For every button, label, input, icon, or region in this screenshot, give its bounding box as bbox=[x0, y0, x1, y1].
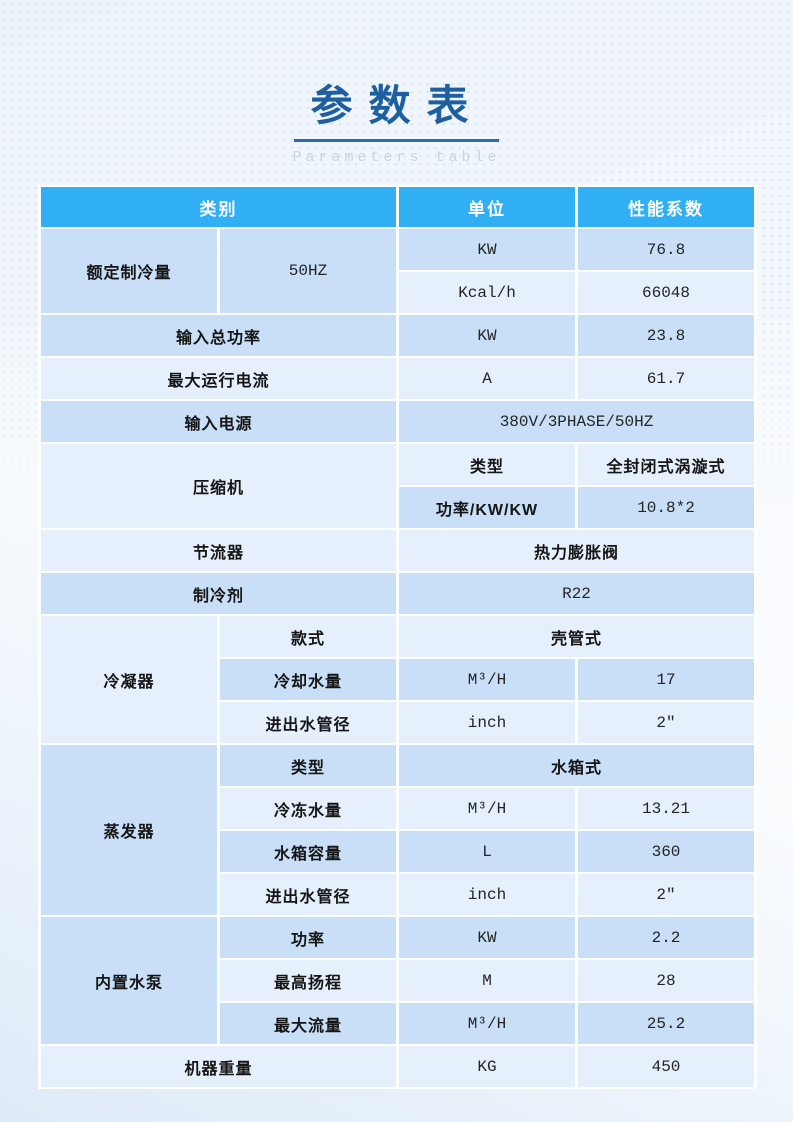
unit-cell: KW bbox=[399, 229, 575, 270]
section-label-cell: 压缩机 bbox=[41, 444, 396, 528]
value-cell: R22 bbox=[399, 573, 754, 614]
unit-cell: inch bbox=[399, 874, 575, 915]
sub-label-cell: 水箱容量 bbox=[220, 831, 396, 872]
value-cell: 2″ bbox=[578, 874, 754, 915]
sub-label-cell: 类型 bbox=[399, 444, 575, 485]
value-cell: 28 bbox=[578, 960, 754, 1001]
table-row: 最大流量 M³/H 25.2 bbox=[41, 1003, 754, 1044]
section-label-cell: 输入电源 bbox=[41, 401, 396, 442]
value-cell: 61.7 bbox=[578, 358, 754, 399]
value-cell: 380V/3PHASE/50HZ bbox=[399, 401, 754, 442]
value-cell: 13.21 bbox=[578, 788, 754, 829]
table-row: 水箱容量 L 360 bbox=[41, 831, 754, 872]
unit-cell: M³/H bbox=[399, 659, 575, 700]
value-cell: 热力膨胀阀 bbox=[399, 530, 754, 571]
value-cell: 23.8 bbox=[578, 315, 754, 356]
section-label-cell: 输入总功率 bbox=[41, 315, 396, 356]
header-unit: 单位 bbox=[399, 187, 575, 227]
sub-label-cell: 款式 bbox=[220, 616, 396, 657]
unit-cell: KG bbox=[399, 1046, 575, 1087]
table-header-row: 类别 单位 性能系数 bbox=[41, 187, 754, 227]
parameters-table-wrap: 类别 单位 性能系数 额定制冷量 50HZ KW 76.8 Kcal/h 660… bbox=[38, 185, 757, 1089]
table-row: 最高扬程 M 28 bbox=[41, 960, 754, 1001]
section-label-cell: 制冷剂 bbox=[41, 573, 396, 614]
value-cell: 25.2 bbox=[578, 1003, 754, 1044]
table-row: 输入电源 380V/3PHASE/50HZ bbox=[41, 401, 754, 442]
table-row: 压缩机 类型 全封闭式涡漩式 bbox=[41, 444, 754, 528]
table-row: 冷凝器 款式 壳管式 bbox=[41, 616, 754, 743]
table-row: Kcal/h 66048 bbox=[41, 272, 754, 313]
unit-cell: L bbox=[399, 831, 575, 872]
table-row: 功率/KW/KW 10.8*2 bbox=[41, 487, 754, 528]
value-cell: 水箱式 bbox=[399, 745, 754, 786]
table-row: 蒸发器 类型 水箱式 bbox=[41, 745, 754, 915]
value-cell: 2″ bbox=[578, 702, 754, 743]
table-row: 最大运行电流 A 61.7 bbox=[41, 358, 754, 399]
sub-label-cell: 进出水管径 bbox=[220, 874, 396, 915]
unit-cell: inch bbox=[399, 702, 575, 743]
value-cell: 360 bbox=[578, 831, 754, 872]
sub-label-cell: 冷却水量 bbox=[220, 659, 396, 700]
sub-label-cell: 50HZ bbox=[220, 229, 396, 313]
table-row: 冷却水量 M³/H 17 bbox=[41, 659, 754, 700]
section-label-cell: 额定制冷量 bbox=[41, 229, 217, 313]
page-title: 参数表 bbox=[294, 72, 499, 142]
table-row: 输入总功率 KW 23.8 bbox=[41, 315, 754, 356]
table-row: 节流器 热力膨胀阀 bbox=[41, 530, 754, 571]
sub-label-cell: 最大流量 bbox=[220, 1003, 396, 1044]
sub-label-cell: 最高扬程 bbox=[220, 960, 396, 1001]
header-category: 类别 bbox=[41, 187, 396, 227]
section-label-cell: 最大运行电流 bbox=[41, 358, 396, 399]
value-cell: 76.8 bbox=[578, 229, 754, 270]
value-cell: 壳管式 bbox=[399, 616, 754, 657]
unit-cell: M bbox=[399, 960, 575, 1001]
table-row: 制冷剂 R22 bbox=[41, 573, 754, 614]
value-cell: 2.2 bbox=[578, 917, 754, 958]
section-label-cell: 蒸发器 bbox=[41, 745, 217, 915]
section-label-cell: 内置水泵 bbox=[41, 917, 217, 1044]
unit-cell: M³/H bbox=[399, 788, 575, 829]
title-block: 参数表 Parameters table bbox=[0, 72, 793, 166]
value-cell: 66048 bbox=[578, 272, 754, 313]
sub-label-cell: 功率 bbox=[220, 917, 396, 958]
table-row: 冷冻水量 M³/H 13.21 bbox=[41, 788, 754, 829]
header-coefficient: 性能系数 bbox=[578, 187, 754, 227]
value-cell: 10.8*2 bbox=[578, 487, 754, 528]
table-row: 进出水管径 inch 2″ bbox=[41, 874, 754, 915]
unit-cell: KW bbox=[399, 315, 575, 356]
sub-label-cell: 冷冻水量 bbox=[220, 788, 396, 829]
section-label-cell: 节流器 bbox=[41, 530, 396, 571]
unit-cell: KW bbox=[399, 917, 575, 958]
value-cell: 全封闭式涡漩式 bbox=[578, 444, 754, 485]
section-label-cell: 机器重量 bbox=[41, 1046, 396, 1087]
unit-cell: M³/H bbox=[399, 1003, 575, 1044]
value-cell: 450 bbox=[578, 1046, 754, 1087]
unit-cell: Kcal/h bbox=[399, 272, 575, 313]
sub-label-cell: 类型 bbox=[220, 745, 396, 786]
section-label-cell: 冷凝器 bbox=[41, 616, 217, 743]
page-subtitle: Parameters table bbox=[292, 149, 501, 166]
table-row: 额定制冷量 50HZ KW 76.8 bbox=[41, 229, 754, 313]
value-cell: 17 bbox=[578, 659, 754, 700]
sub-label-cell: 进出水管径 bbox=[220, 702, 396, 743]
table-row: 机器重量 KG 450 bbox=[41, 1046, 754, 1087]
parameters-table: 类别 单位 性能系数 额定制冷量 50HZ KW 76.8 Kcal/h 660… bbox=[38, 185, 757, 1089]
sub-label-cell: 功率/KW/KW bbox=[399, 487, 575, 528]
table-row: 内置水泵 功率 KW 2.2 bbox=[41, 917, 754, 1044]
unit-cell: A bbox=[399, 358, 575, 399]
table-row: 进出水管径 inch 2″ bbox=[41, 702, 754, 743]
